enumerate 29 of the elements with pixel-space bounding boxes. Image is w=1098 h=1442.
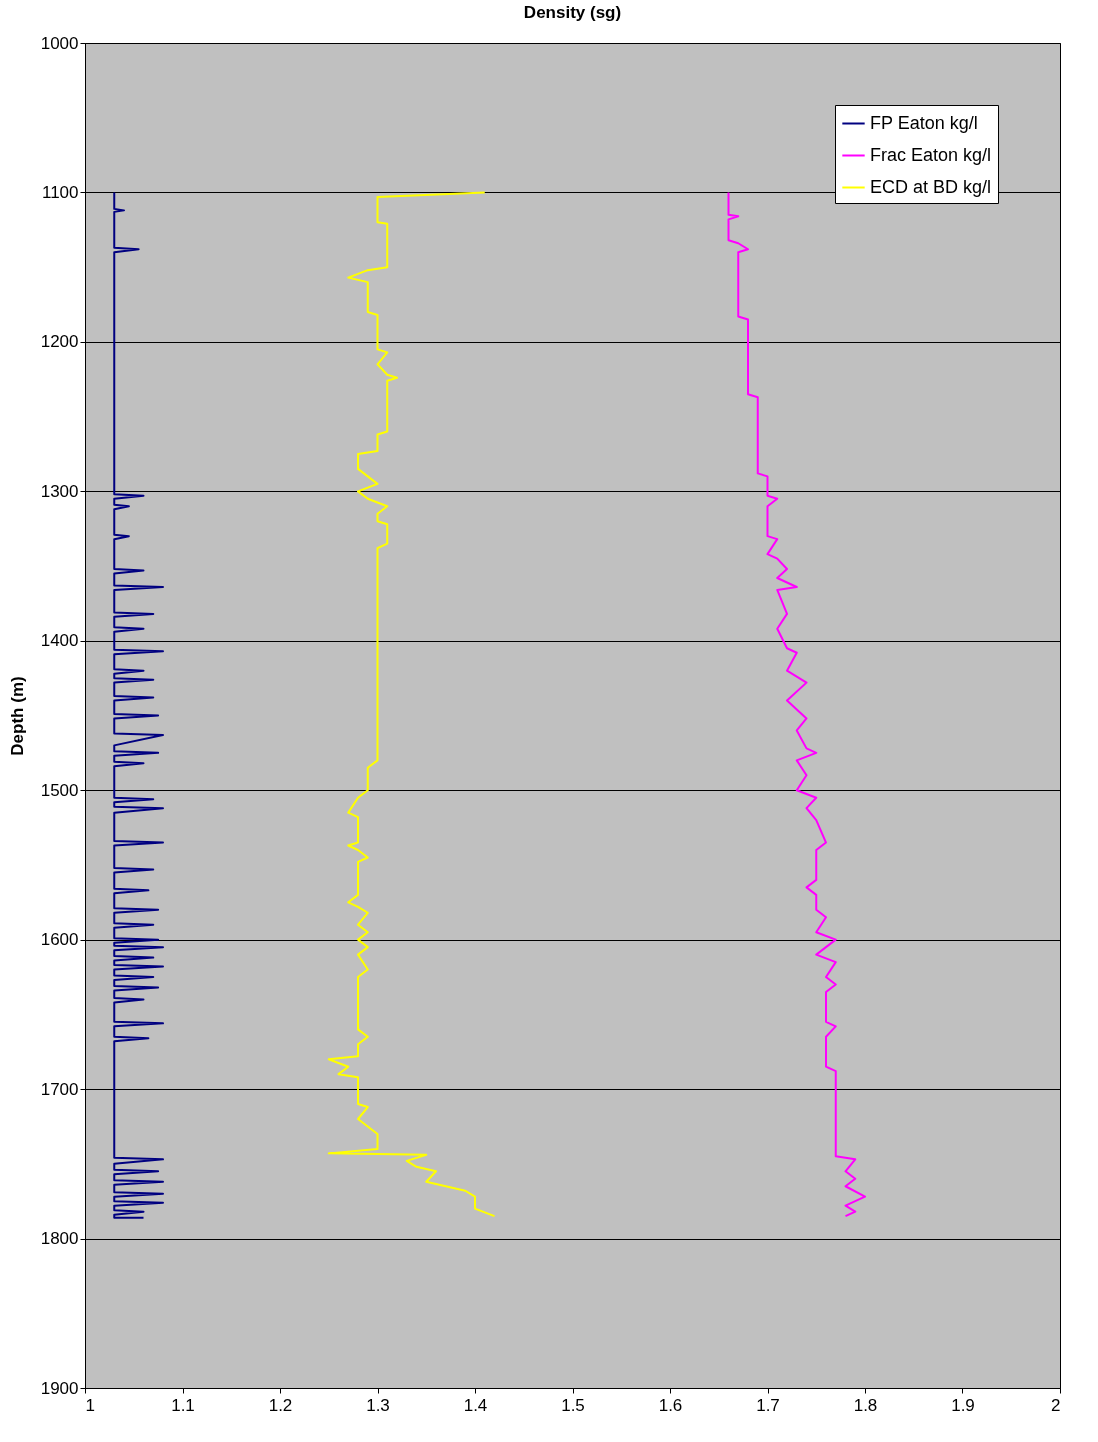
x-tick-label: 1.7 [756,1395,780,1415]
line-series [327,191,496,1218]
line-series [727,191,866,1218]
y-tick-label: 1700 [40,1079,79,1099]
x-tick-label: 1.3 [366,1395,390,1415]
legend-label: Frac Eaton kg/l [870,144,992,165]
y-axis-title: Depth (m) [7,676,27,756]
legend-label: ECD at BD kg/l [870,176,992,197]
y-tick-label: 1800 [40,1229,79,1249]
y-tick-label: 1200 [40,332,79,352]
x-tick-label: 1.2 [268,1395,293,1415]
y-tick-label: 1900 [40,1378,79,1398]
y-tick-label: 1000 [40,33,79,53]
y-tick-label: 1300 [40,481,79,501]
y-tick-label: 1400 [40,631,79,651]
line-series [113,191,164,1219]
x-tick-label: 1.5 [561,1395,585,1415]
x-tick-label: 1.4 [463,1395,488,1415]
chart-title: Density (sg) [523,3,622,22]
legend-label: FP Eaton kg/l [870,112,978,133]
x-tick-label: 1.9 [951,1395,975,1415]
y-tick-label: 1100 [41,182,79,202]
y-tick-label: 1600 [40,930,79,950]
x-tick-label: 1.8 [853,1395,878,1415]
x-tick-label: 1.6 [658,1395,683,1415]
y-tick-label: 1500 [40,780,79,800]
x-tick-label: 1.1 [171,1395,195,1415]
x-tick-label: 1 [85,1395,95,1415]
x-tick-label: 2 [1051,1395,1061,1415]
